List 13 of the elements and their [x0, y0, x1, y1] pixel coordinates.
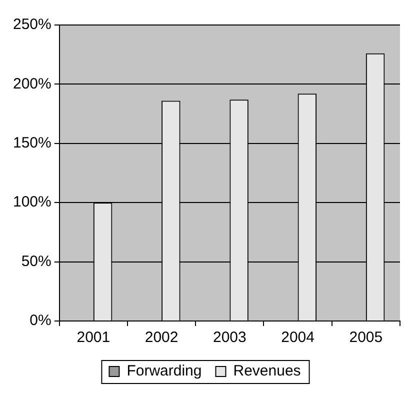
legend-label: Revenues — [233, 362, 301, 380]
y-tick-label: 200% — [12, 75, 52, 92]
y-tick-label: 0% — [30, 312, 52, 330]
x-tick-label: 2005 — [349, 329, 383, 346]
x-tick-label: 2002 — [144, 329, 178, 346]
y-tick-label: 50% — [21, 252, 52, 270]
x-tick-label: 2003 — [212, 329, 246, 346]
y-tick-label: 150% — [12, 134, 52, 152]
x-tick-label: 2004 — [281, 329, 314, 346]
x-tick-label: 2001 — [76, 329, 110, 346]
legend-label: Forwarding — [126, 362, 202, 380]
y-tick-label: 250% — [12, 16, 52, 34]
y-tick-label: 100% — [12, 194, 52, 211]
